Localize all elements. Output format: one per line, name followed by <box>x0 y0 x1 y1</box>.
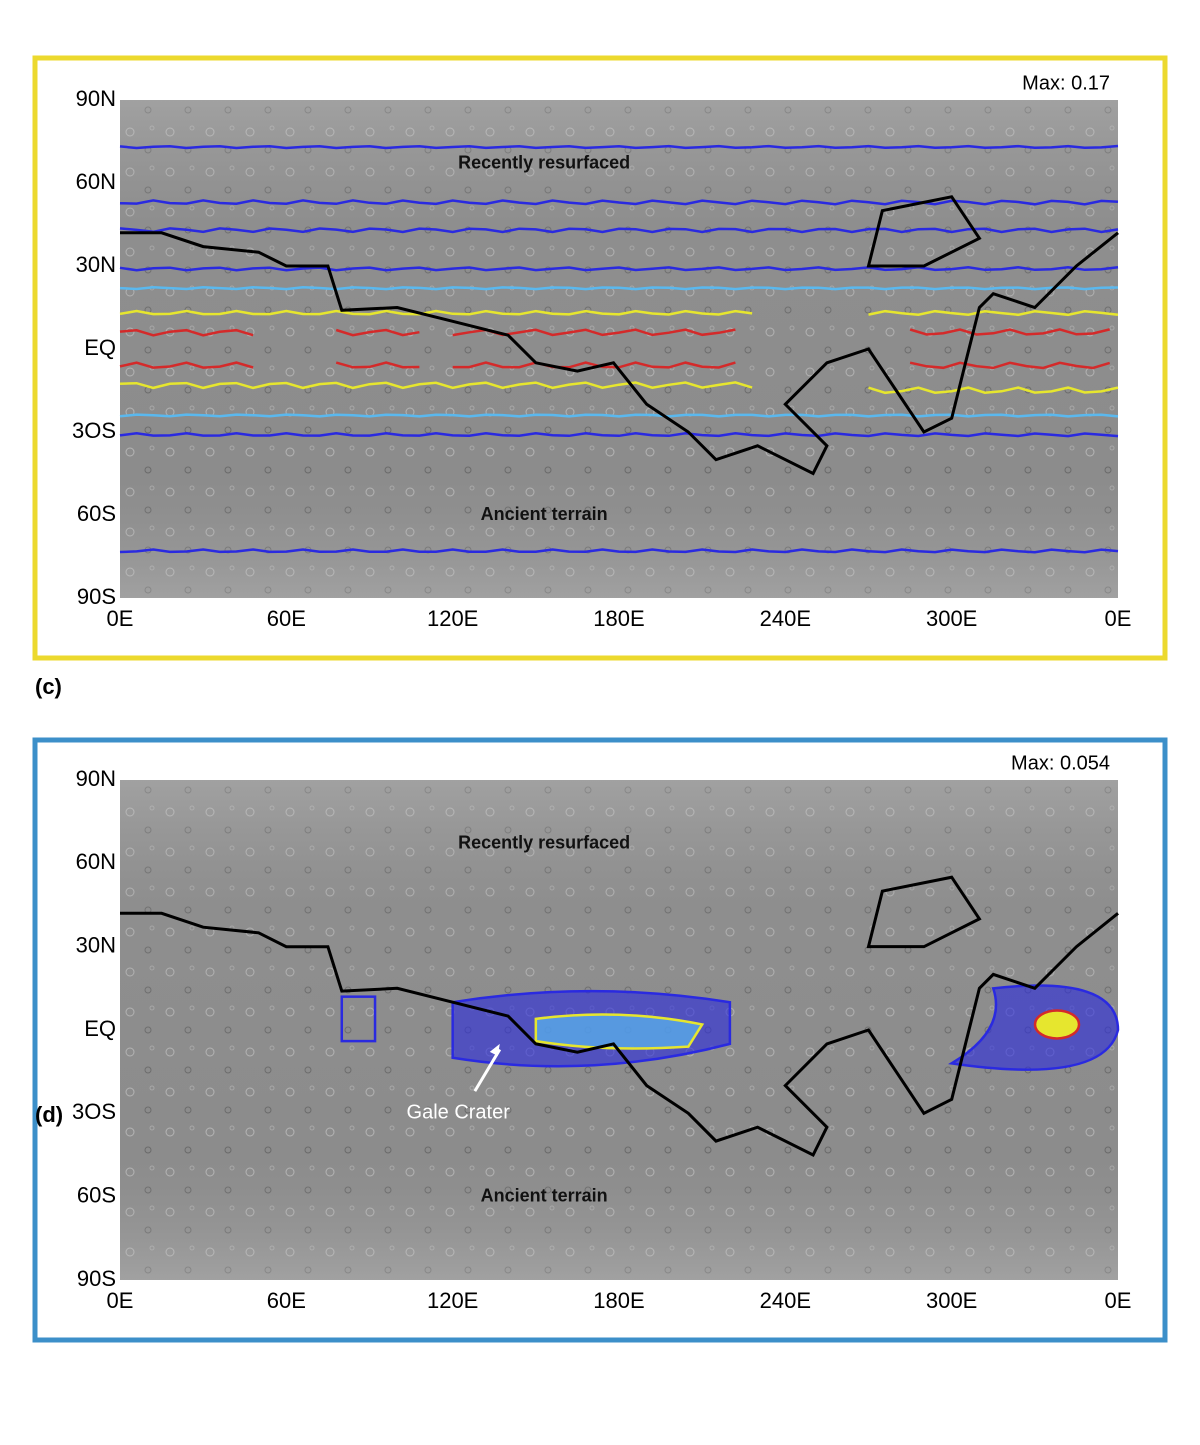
lat-label: 90S <box>77 1266 116 1291</box>
contour-line <box>119 328 254 337</box>
contour-line <box>119 381 753 390</box>
panel-frame <box>32 55 1168 661</box>
contour-line <box>868 309 1119 317</box>
contour-line <box>119 227 1119 234</box>
lat-label: 30N <box>76 252 116 277</box>
lat-label: 60S <box>77 1182 116 1207</box>
lon-label: 0E <box>1105 1288 1132 1313</box>
lon-label: 60E <box>267 1288 306 1313</box>
lon-label: 0E <box>1105 606 1132 631</box>
contour-line <box>335 361 420 369</box>
lat-label: 90S <box>77 584 116 609</box>
gale-label: Gale Crater <box>407 1102 511 1124</box>
contour-line <box>335 328 420 337</box>
contour-line <box>119 266 1119 272</box>
max-label: Max: 0.17 <box>1022 72 1110 94</box>
lon-label: 60E <box>267 606 306 631</box>
contours <box>340 984 1120 1071</box>
contour-line <box>119 309 753 316</box>
gale-arrow <box>473 1048 502 1092</box>
lon-label: 180E <box>593 606 644 631</box>
contour-line <box>452 361 736 369</box>
contour-line <box>119 199 1119 206</box>
lon-label: 120E <box>427 1288 478 1313</box>
lon-label: 0E <box>107 606 134 631</box>
activity-region <box>534 1013 705 1050</box>
contour-line <box>909 361 1111 370</box>
terrain-annotation: Recently resurfaced <box>458 152 630 172</box>
dichotomy-boundary <box>120 911 1119 1158</box>
panel-label: (c) <box>35 674 62 699</box>
contour-line <box>868 386 1119 395</box>
lat-label: 60N <box>76 169 116 194</box>
lat-label: 60N <box>76 849 116 874</box>
contour-line <box>119 286 1119 291</box>
lat-label: EQ <box>84 335 116 360</box>
activity-region <box>340 995 377 1043</box>
lon-label: 240E <box>760 1288 811 1313</box>
contour-line <box>119 548 1119 554</box>
lat-label: EQ <box>84 1016 116 1041</box>
terrain-annotation: Ancient terrain <box>481 504 608 524</box>
contour-line <box>119 361 254 369</box>
max-label: Max: 0.054 <box>1011 752 1110 774</box>
lat-label: 60S <box>77 501 116 526</box>
map-shade <box>120 100 1118 598</box>
dichotomy-boundary <box>120 231 1119 476</box>
terrain-annotation: Recently resurfaced <box>458 833 630 853</box>
terrain-annotation: Ancient terrain <box>481 1185 608 1205</box>
lat-label: 90N <box>76 86 116 111</box>
terrain-outline <box>866 195 982 268</box>
contour-line <box>119 144 1119 150</box>
panel-label: (d) <box>35 1102 63 1127</box>
lon-label: 0E <box>107 1288 134 1313</box>
panel-frame <box>32 737 1168 1343</box>
activity-core <box>1033 1009 1081 1040</box>
lon-label: 240E <box>760 606 811 631</box>
lat-label: 30N <box>76 932 116 957</box>
contour-line <box>119 432 1119 438</box>
lon-label: 300E <box>926 1288 977 1313</box>
lon-label: 180E <box>593 1288 644 1313</box>
lat-label: 3OS <box>72 1099 116 1124</box>
lat-label: 3OS <box>72 418 116 443</box>
lon-label: 300E <box>926 606 977 631</box>
lat-label: 90N <box>76 766 116 791</box>
gale-arrowhead <box>489 1043 500 1056</box>
contours <box>119 144 1119 554</box>
lon-label: 120E <box>427 606 478 631</box>
contour-line <box>909 328 1110 336</box>
terrain-outline <box>866 875 982 949</box>
